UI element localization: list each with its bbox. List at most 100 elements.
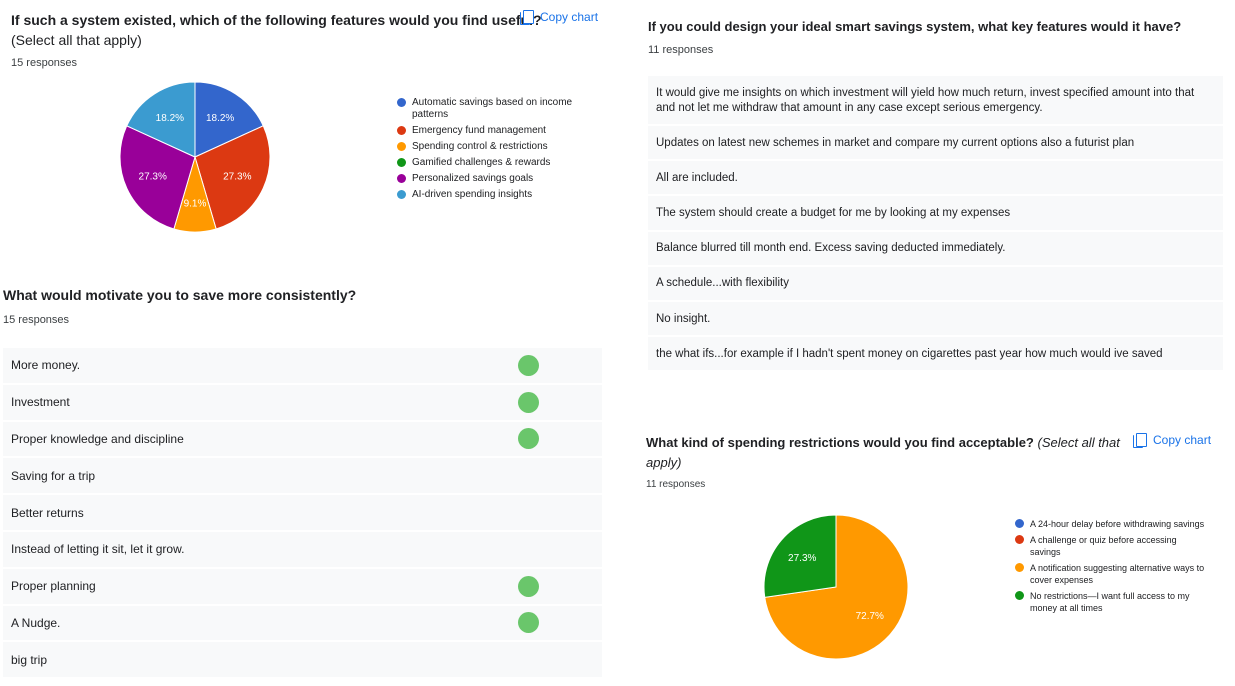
legend-item: A notification suggesting alternative wa… <box>1015 562 1205 586</box>
pie-slice <box>764 515 837 598</box>
legend-label: Emergency fund management <box>412 125 546 136</box>
status-dot <box>518 354 539 376</box>
response-count: 15 responses <box>3 314 70 326</box>
list-item: the what ifs...for example if I hadn't s… <box>648 337 1223 371</box>
copy-icon <box>1133 433 1147 448</box>
legend-swatch <box>397 158 406 167</box>
legend-item: A 24-hour delay before withdrawing savin… <box>1015 518 1205 530</box>
legend-label: Gamified challenges & rewards <box>412 157 551 168</box>
question-title-note-cont: apply) <box>646 455 682 470</box>
list-item: Proper knowledge and discipline <box>3 421 602 457</box>
legend-swatch <box>397 142 406 151</box>
legend-label: Spending control & restrictions <box>412 141 548 152</box>
pie-slice <box>120 125 196 230</box>
list-item-text: Proper knowledge and discipline <box>11 431 184 446</box>
question-title-text: What kind of spending restrictions would… <box>646 435 1034 450</box>
restrictions-question-card: What kind of spending restrictions would… <box>630 420 1235 686</box>
list-item: Proper planning <box>3 568 602 604</box>
list-item-text: All are included. <box>656 171 738 184</box>
status-dot <box>518 575 539 597</box>
pie-slice <box>194 125 271 230</box>
copy-chart-button[interactable]: Copy chart <box>1133 433 1212 448</box>
legend-swatch <box>1015 519 1024 528</box>
list-item-text: No insight. <box>656 312 711 325</box>
copy-chart-label: Copy chart <box>540 10 599 24</box>
list-item-text: Updates on latest new schemes in market … <box>656 136 1135 149</box>
list-item: A Nudge. <box>3 605 602 641</box>
question-title: What kind of spending restrictions would… <box>646 433 1120 453</box>
list-item: The system should create a budget for me… <box>648 196 1223 230</box>
slice-label: 9.1% <box>184 199 207 210</box>
response-count: 11 responses <box>646 479 706 490</box>
list-item-text: A schedule...with flexibility <box>656 277 789 290</box>
copy-chart-label: Copy chart <box>1153 433 1212 447</box>
list-item-text: big trip <box>11 652 48 667</box>
pie-slice <box>194 82 264 158</box>
ideal-system-question-card: If you could design your ideal smart sav… <box>630 0 1235 388</box>
list-item: Balance blurred till month end. Excess s… <box>648 231 1223 265</box>
response-count: 11 responses <box>648 44 714 56</box>
pie-slice <box>126 82 196 158</box>
legend-item: Emergency fund management <box>397 125 577 137</box>
list-item: More money. <box>3 348 602 383</box>
restrictions-legend: A 24-hour delay before withdrawing savin… <box>1015 518 1205 618</box>
list-item: big trip <box>3 642 602 678</box>
motivation-question-card: What would motivate you to save more con… <box>0 276 615 686</box>
features-pie-chart: 18.2% 27.3% 9.1% 27.3% 18.2% <box>120 82 271 233</box>
legend-label: No restrictions—I want full access to my… <box>1030 591 1190 613</box>
list-item: Instead of letting it sit, let it grow. <box>3 531 602 567</box>
slice-label: 27.3% <box>223 171 251 182</box>
list-item-text: The system should create a budget for me… <box>656 206 1011 219</box>
legend-swatch <box>1015 535 1024 544</box>
slice-label: 72.7% <box>856 611 884 622</box>
list-item-text: Better returns <box>11 505 84 520</box>
motivation-response-list: More money. Investment Proper knowledge an… <box>3 348 602 679</box>
list-item: Saving for a trip <box>3 458 602 494</box>
status-dot <box>518 428 539 450</box>
question-title: If such a system existed, which of the f… <box>11 12 542 28</box>
list-item-text: Proper planning <box>11 579 96 594</box>
list-item-text: It would give me insights on which inves… <box>656 87 1195 114</box>
copy-icon <box>520 10 534 25</box>
legend-label: A 24-hour delay before withdrawing savin… <box>1030 519 1205 529</box>
legend-item: Automatic savings based on income patter… <box>397 97 577 121</box>
list-item: Investment <box>3 384 602 420</box>
legend-swatch <box>397 98 406 107</box>
list-item: Updates on latest new schemes in market … <box>648 126 1223 160</box>
legend-label: Automatic savings based on income patter… <box>412 97 573 120</box>
legend-label: AI-driven spending insights <box>412 189 533 200</box>
question-title: If you could design your ideal smart sav… <box>648 19 1182 34</box>
list-item-text: the what ifs...for example if I hadn't s… <box>656 347 1163 360</box>
legend-item: Gamified challenges & rewards <box>397 157 577 169</box>
list-item-text: More money. <box>11 358 81 373</box>
legend-item: Spending control & restrictions <box>397 141 577 153</box>
features-question-card: If such a system existed, which of the f… <box>0 0 615 275</box>
question-title: What would motivate you to save more con… <box>3 287 357 303</box>
list-item-text: Balance blurred till month end. Excess s… <box>656 242 1006 255</box>
list-item: No insight. <box>648 301 1223 336</box>
status-dot <box>518 391 539 413</box>
list-item: A schedule...with flexibility <box>648 266 1223 300</box>
list-item: All are included. <box>648 161 1223 195</box>
legend-swatch <box>397 190 406 199</box>
legend-item: Personalized savings goals <box>397 173 577 185</box>
list-item: It would give me insights on which inves… <box>648 76 1223 124</box>
features-legend: Automatic savings based on income patter… <box>397 97 577 205</box>
legend-swatch <box>397 126 406 135</box>
ideal-system-response-list: It would give me insights on which inves… <box>648 76 1223 372</box>
status-dot <box>518 612 539 634</box>
legend-item: AI-driven spending insights <box>397 189 577 201</box>
list-item-text: A Nudge. <box>11 615 61 630</box>
response-count: 15 responses <box>11 57 78 69</box>
legend-item: A challenge or quiz before accessing sav… <box>1015 534 1205 558</box>
list-item-text: Saving for a trip <box>11 468 96 483</box>
copy-chart-button[interactable]: Copy chart <box>520 10 599 25</box>
legend-swatch <box>1015 563 1024 572</box>
slice-label: 27.3% <box>788 553 816 564</box>
question-title-note: (Select all that <box>1037 435 1120 450</box>
slice-label: 18.2% <box>156 113 184 124</box>
slice-label: 18.2% <box>206 113 234 124</box>
legend-item: No restrictions—I want full access to my… <box>1015 590 1205 614</box>
legend-swatch <box>397 174 406 183</box>
legend-label: A challenge or quiz before accessing sav… <box>1030 535 1177 557</box>
